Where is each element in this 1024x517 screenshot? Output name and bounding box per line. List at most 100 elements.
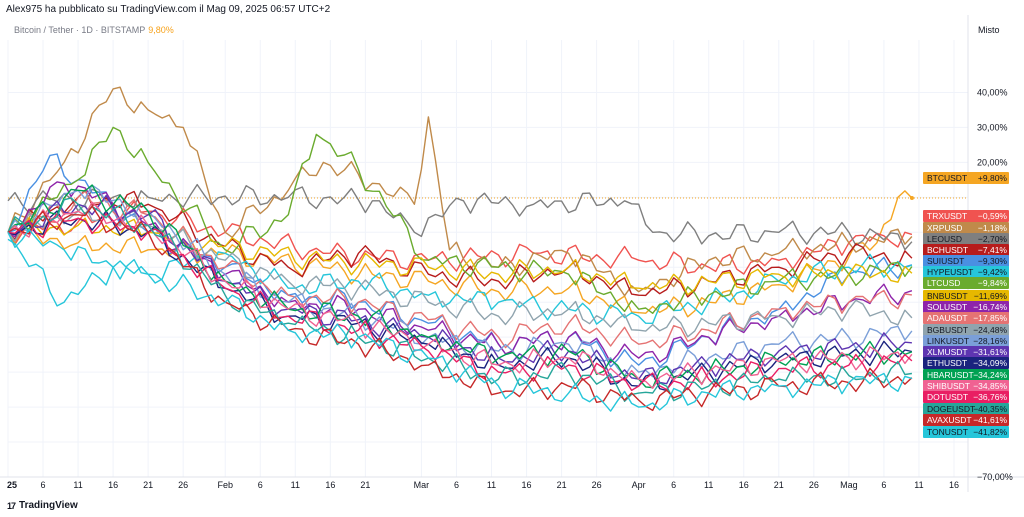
x-tick-label: 11 <box>291 480 300 490</box>
series-tags: BTCUSDT +9,80%TRXUSDT −0,59%XRPUSD −1,18%LE… <box>909 172 1009 438</box>
series-tag-ltcusd: LTCUSD −9,84% <box>923 277 1009 289</box>
x-tick-label: 25 <box>7 480 17 490</box>
series-tag-suiusdt: SUIUSDT −9,30% <box>923 255 1009 267</box>
x-tick-label: 6 <box>258 480 263 490</box>
y-tick-label: −70,00% <box>977 472 1013 482</box>
series-line-tonusdt <box>7 228 913 412</box>
x-tick-label: 16 <box>949 480 959 490</box>
series-tag-ethusdt: ETHUSDT −34,09% <box>923 357 1009 369</box>
btc-last-point <box>909 196 914 201</box>
x-tick-label: 11 <box>487 480 496 490</box>
series-tag-solusdt: SOLUSDT −16,74% <box>923 301 1009 313</box>
series-line-shibusdt <box>7 201 913 389</box>
series-line-bgbusdt <box>7 204 913 338</box>
series-line-bnbusdt <box>7 217 913 296</box>
series-tag-shibusdt: SHIBUSDT −34,85% <box>923 380 1009 392</box>
series-tag-btcusdt: BTCUSDT +9,80% <box>923 172 1009 184</box>
x-tick-label: Apr <box>632 480 646 490</box>
y-tick-label: 40,00% <box>977 87 1008 97</box>
x-tick-label: 6 <box>454 480 459 490</box>
x-tick-label: 21 <box>143 480 153 490</box>
series-tag-name: BNBUSDT <box>927 291 968 301</box>
series-tag-trxusdt: TRXUSDT −0,59% <box>923 210 1009 222</box>
series-tag-name: TRXUSDT <box>927 211 967 221</box>
series-line-ltcusd <box>7 126 913 314</box>
series-tag-value: −9,84% <box>978 278 1008 288</box>
series-tag-name: LEOUSD <box>927 234 962 244</box>
series-tag-value: +9,80% <box>978 173 1008 183</box>
series-tag-value: −34,09% <box>973 358 1007 368</box>
series-tag-name: HYPEUSDT <box>927 267 973 277</box>
series-tag-value: −24,48% <box>973 325 1007 335</box>
series-tag-dogeusdt: DOGEUSDT−40,35% <box>923 403 1009 415</box>
x-tick-label: 6 <box>881 480 886 490</box>
series-tag-name: SOLUSDT <box>927 302 967 312</box>
x-tick-label: 16 <box>522 480 532 490</box>
series-tag-hypeusdt: HYPEUSDT −9,42% <box>923 266 1009 278</box>
series-tag-value: −40,35% <box>973 404 1007 414</box>
series-line-xrpusd <box>7 86 913 297</box>
x-tick-label: 16 <box>108 480 118 490</box>
y-axis: 40,00% 30,00% 20,00% −70,00% <box>977 87 1013 482</box>
series-tag-name: BGBUSDT <box>927 325 968 335</box>
series-tag-value: −17,85% <box>973 313 1007 323</box>
series-tag-value: −0,59% <box>978 211 1008 221</box>
series-line-linkusdt <box>7 184 913 378</box>
series-tag-hbarusdt: HBARUSDT −34,24% <box>923 369 1009 381</box>
series-tag-value: −41,61% <box>973 415 1007 425</box>
series-tag-value: −36,76% <box>973 392 1007 402</box>
series-line-bchusdt <box>7 189 913 298</box>
series-tag-name: XLMUSDT <box>927 347 968 357</box>
series-tag-name: LTCUSD <box>927 278 960 288</box>
series-tag-value: −34,24% <box>973 370 1007 380</box>
published-header: Alex975 ha pubblicato su TradingView.com… <box>6 4 331 15</box>
series-tag-name: AVAXUSDT <box>927 415 972 425</box>
series-tag-value: −16,74% <box>973 302 1007 312</box>
tradingview-brand: 17 TradingView <box>7 500 78 511</box>
series-tag-linkusdt: LINKUSDT −28,16% <box>923 335 1009 347</box>
y-tick-label: 30,00% <box>977 122 1008 132</box>
series-tag-value: −9,42% <box>978 267 1008 277</box>
series-tag-name: XRPUSD <box>927 223 962 233</box>
tradingview-logo-icon: 17 <box>7 500 16 511</box>
series-tag-name: DOGEUSDT <box>927 404 975 414</box>
series-tag-name: SUIUSDT <box>927 256 964 266</box>
grid <box>0 15 1024 492</box>
symbol-legend[interactable]: Bitcoin / Tether · 1D · BITSTAMP 9,80% <box>14 25 174 35</box>
scale-mode-label[interactable]: Misto <box>978 25 1000 35</box>
series-tag-value: −1,18% <box>978 223 1008 233</box>
x-tick-label: 6 <box>671 480 676 490</box>
x-tick-label: Mag <box>840 480 858 490</box>
series-tag-name: DOTUSDT <box>927 392 968 402</box>
series-line-hbarusdt <box>7 184 913 389</box>
x-tick-label: Feb <box>217 480 233 490</box>
series-tag-bgbusdt: BGBUSDT −24,48% <box>923 324 1009 336</box>
series-tag-value: −2,70% <box>978 234 1008 244</box>
series-tag-leousd: LEOUSD −2,70% <box>923 233 1009 245</box>
x-tick-label: 26 <box>178 480 188 490</box>
y-tick-label: 20,00% <box>977 157 1008 167</box>
series-line-dogeusdt <box>7 197 912 402</box>
series-tag-name: ADAUSDT <box>927 313 968 323</box>
series-tag-value: −34,85% <box>973 381 1007 391</box>
series-lines <box>7 86 913 412</box>
series-tag-value: −28,16% <box>973 336 1007 346</box>
series-tag-name: BCHUSDT <box>927 245 968 255</box>
series-line-btcusdt <box>7 190 913 318</box>
series-tag-name: LINKUSDT <box>927 336 969 346</box>
series-tag-value: −31,61% <box>973 347 1007 357</box>
x-tick-label: 11 <box>73 480 82 490</box>
series-tag-name: TONUSDT <box>927 427 968 437</box>
series-line-hypeusdt <box>7 238 913 325</box>
x-tick-label: 11 <box>914 480 923 490</box>
series-tag-dotusdt: DOTUSDT −36,76% <box>923 391 1009 403</box>
series-line-leousd <box>7 183 913 251</box>
symbol-change: 9,80% <box>148 25 174 35</box>
series-tag-name: BTCUSDT <box>927 173 967 183</box>
series-tag-bchusdt: BCHUSDT −7,41% <box>923 244 1009 256</box>
x-tick-label: Mar <box>414 480 430 490</box>
series-tag-xrpusd: XRPUSD −1,18% <box>923 222 1009 234</box>
series-tag-value: −41,82% <box>973 427 1007 437</box>
x-tick-label: 11 <box>704 480 713 490</box>
